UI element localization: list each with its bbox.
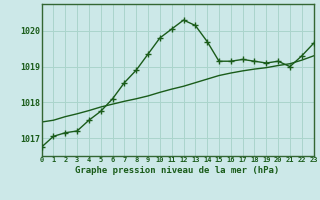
X-axis label: Graphe pression niveau de la mer (hPa): Graphe pression niveau de la mer (hPa)	[76, 166, 280, 175]
